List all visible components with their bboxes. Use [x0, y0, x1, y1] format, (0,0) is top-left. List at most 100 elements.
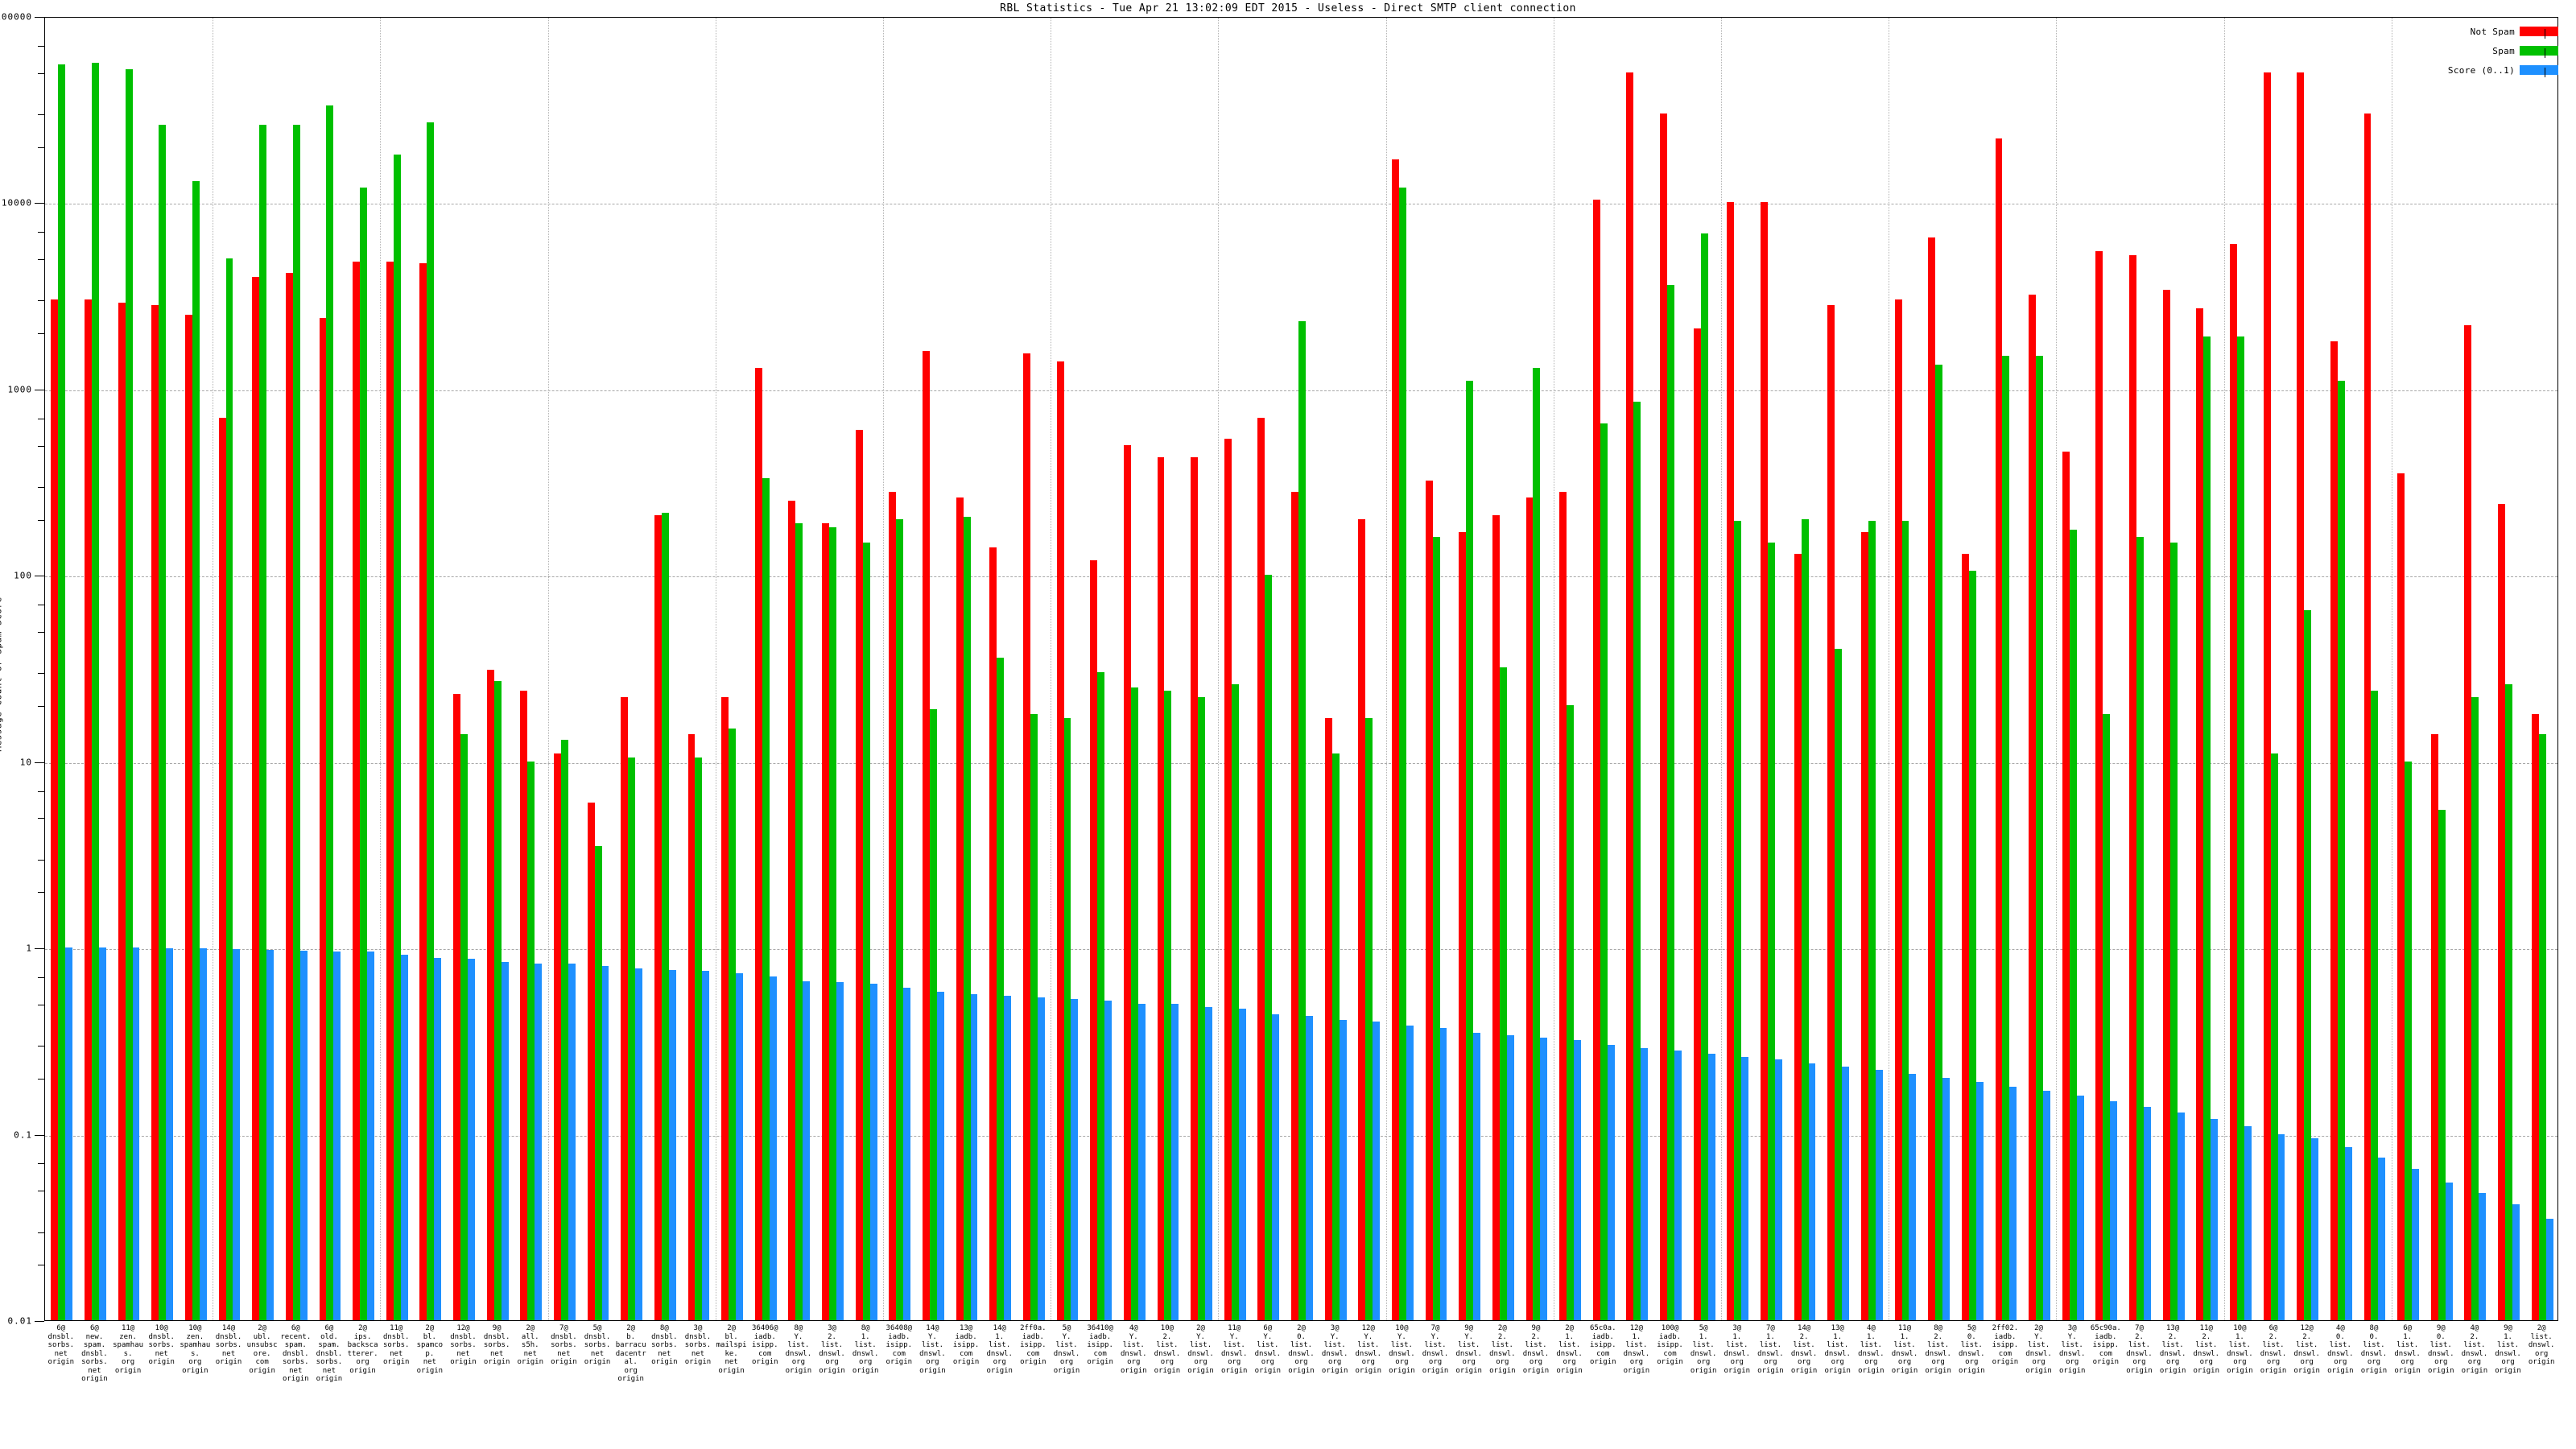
bar-not-spam[interactable] [1693, 328, 1701, 1320]
bar-score[interactable] [400, 954, 408, 1320]
bar-score[interactable] [2512, 1203, 2520, 1320]
bar-spam[interactable] [1600, 423, 1608, 1320]
bar-spam[interactable] [929, 709, 937, 1320]
bar-not-spam[interactable] [2263, 72, 2271, 1320]
bar-not-spam[interactable] [1425, 481, 1433, 1320]
bar-not-spam[interactable] [1559, 491, 1567, 1320]
bar-not-spam[interactable] [2229, 243, 2237, 1320]
bar-spam[interactable] [762, 478, 770, 1320]
bar-spam[interactable] [2136, 537, 2144, 1320]
bar-group[interactable] [1257, 18, 1280, 1320]
bar-group[interactable] [520, 18, 543, 1320]
bar-score[interactable] [1373, 1022, 1381, 1320]
bar-group[interactable] [1559, 18, 1582, 1320]
bar-score[interactable] [1540, 1037, 1548, 1320]
bar-group[interactable] [285, 18, 308, 1320]
bar-score[interactable] [1137, 1003, 1146, 1320]
bar-not-spam[interactable] [1761, 202, 1768, 1320]
bar-score[interactable] [2545, 1219, 2553, 1320]
bar-group[interactable] [822, 18, 844, 1320]
bar-score[interactable] [166, 948, 174, 1320]
bar-spam[interactable] [829, 527, 836, 1320]
bar-score[interactable] [1339, 1019, 1347, 1320]
bar-not-spam[interactable] [252, 276, 260, 1320]
legend-item[interactable]: Spam [2413, 43, 2558, 58]
bar-group[interactable] [721, 18, 744, 1320]
bar-group[interactable] [889, 18, 911, 1320]
bar-group[interactable] [754, 18, 777, 1320]
bar-score[interactable] [1439, 1028, 1447, 1320]
bar-group[interactable] [956, 18, 978, 1320]
bar-group[interactable] [1358, 18, 1381, 1320]
bar-spam[interactable] [1398, 188, 1406, 1320]
bar-not-spam[interactable] [2531, 713, 2539, 1320]
bar-not-spam[interactable] [889, 491, 897, 1320]
bar-not-spam[interactable] [855, 430, 863, 1320]
bar-not-spam[interactable] [1123, 444, 1131, 1320]
bar-not-spam[interactable] [923, 350, 930, 1320]
bar-score[interactable] [2378, 1157, 2386, 1320]
bar-group[interactable] [1324, 18, 1347, 1320]
bar-score[interactable] [1071, 998, 1079, 1320]
bar-not-spam[interactable] [520, 690, 528, 1320]
bar-not-spam[interactable] [2029, 294, 2037, 1320]
bar-not-spam[interactable] [118, 302, 126, 1320]
bar-group[interactable] [2095, 18, 2118, 1320]
bar-not-spam[interactable] [2464, 324, 2472, 1320]
bar-group[interactable] [1123, 18, 1146, 1320]
bar-group[interactable] [553, 18, 576, 1320]
bar-group[interactable] [1693, 18, 1715, 1320]
bar-group[interactable] [1660, 18, 1682, 1320]
bar-score[interactable] [501, 961, 509, 1320]
bar-spam[interactable] [628, 757, 636, 1320]
bar-group[interactable] [654, 18, 676, 1320]
bar-group[interactable] [1191, 18, 1212, 1320]
bar-spam[interactable] [862, 542, 870, 1320]
bar-not-spam[interactable] [654, 514, 662, 1320]
bar-group[interactable] [184, 18, 207, 1320]
bar-score[interactable] [1641, 1047, 1649, 1320]
bar-group[interactable] [419, 18, 442, 1320]
bar-spam[interactable] [427, 122, 435, 1320]
bar-score[interactable] [233, 949, 241, 1320]
bar-spam[interactable] [1868, 521, 1876, 1320]
bar-score[interactable] [903, 987, 911, 1320]
bar-score[interactable] [2344, 1146, 2352, 1320]
bar-score[interactable] [1975, 1082, 1984, 1320]
bar-score[interactable] [1473, 1032, 1481, 1320]
bar-spam[interactable] [1767, 542, 1775, 1320]
bar-group[interactable] [1827, 18, 1850, 1320]
bar-score[interactable] [1574, 1039, 1582, 1320]
bar-not-spam[interactable] [1894, 299, 1902, 1320]
bar-not-spam[interactable] [1660, 114, 1668, 1320]
bar-not-spam[interactable] [989, 547, 997, 1320]
bar-score[interactable] [1104, 1000, 1113, 1320]
bar-score[interactable] [668, 969, 676, 1320]
bar-group[interactable] [1224, 18, 1246, 1320]
bar-spam[interactable] [2036, 356, 2044, 1320]
bar-score[interactable] [2479, 1193, 2487, 1320]
bar-not-spam[interactable] [85, 299, 92, 1320]
bar-not-spam[interactable] [2162, 289, 2170, 1320]
bar-group[interactable] [1157, 18, 1179, 1320]
bar-spam[interactable] [527, 761, 535, 1320]
bar-group[interactable] [1525, 18, 1548, 1320]
bar-spam[interactable] [2304, 609, 2312, 1320]
bar-spam[interactable] [1365, 718, 1373, 1320]
bar-score[interactable] [2244, 1126, 2252, 1320]
bar-spam[interactable] [2438, 809, 2446, 1320]
bar-not-spam[interactable] [822, 522, 830, 1320]
bar-group[interactable] [1022, 18, 1045, 1320]
bar-not-spam[interactable] [1525, 497, 1534, 1320]
bar-group[interactable] [1928, 18, 1951, 1320]
bar-group[interactable] [386, 18, 408, 1320]
bar-not-spam[interactable] [1928, 237, 1936, 1320]
bar-not-spam[interactable] [1961, 553, 1969, 1320]
bar-spam[interactable] [1097, 672, 1105, 1320]
bar-score[interactable] [1808, 1063, 1816, 1320]
bar-spam[interactable] [91, 63, 99, 1320]
bar-not-spam[interactable] [2397, 473, 2405, 1320]
bar-not-spam[interactable] [2095, 250, 2103, 1320]
bar-not-spam[interactable] [386, 262, 394, 1320]
bar-score[interactable] [1842, 1066, 1850, 1320]
